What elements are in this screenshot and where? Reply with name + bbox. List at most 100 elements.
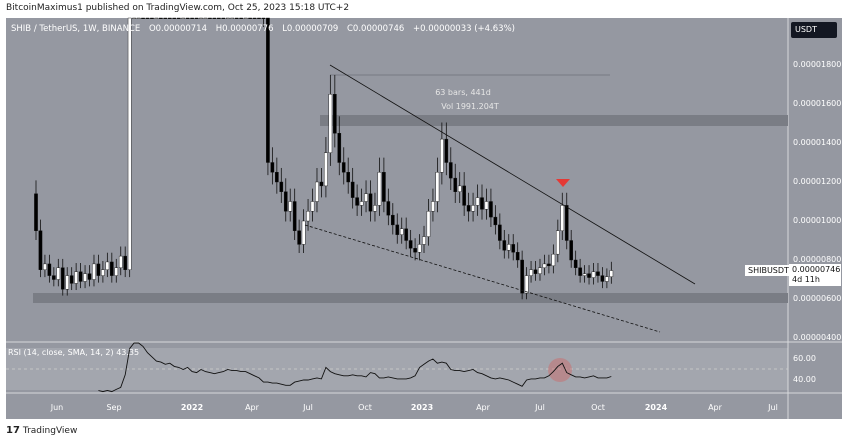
candle-up[interactable] <box>114 267 119 276</box>
candle-up[interactable] <box>310 201 315 212</box>
candle-down[interactable] <box>511 244 516 253</box>
candle-down[interactable] <box>395 224 400 235</box>
candle-down[interactable] <box>248 17 252 20</box>
candle-up[interactable] <box>74 271 78 284</box>
candle-up[interactable] <box>181 17 185 20</box>
candle-down[interactable] <box>333 94 337 134</box>
candle-down[interactable] <box>569 240 573 261</box>
candle-down[interactable] <box>159 17 163 20</box>
candle-down[interactable] <box>261 17 266 20</box>
candle-down[interactable] <box>145 17 150 20</box>
candle-down[interactable] <box>252 17 257 20</box>
candle-up[interactable] <box>43 263 47 270</box>
candle-up[interactable] <box>556 230 560 255</box>
candle-up[interactable] <box>377 172 382 206</box>
candle-down[interactable] <box>444 138 449 163</box>
candle-up[interactable] <box>475 197 480 206</box>
candle-down[interactable] <box>462 185 466 206</box>
candle-down[interactable] <box>596 271 600 276</box>
candle-up[interactable] <box>471 205 475 212</box>
candle-up[interactable] <box>127 17 132 270</box>
candle-down[interactable] <box>275 172 279 183</box>
candle-down[interactable] <box>141 17 145 20</box>
candle-up[interactable] <box>582 273 587 276</box>
candle-down[interactable] <box>208 17 212 20</box>
candle-down[interactable] <box>337 133 342 163</box>
candle-down[interactable] <box>346 172 351 183</box>
candle-down[interactable] <box>234 17 239 20</box>
candle-down[interactable] <box>382 172 386 202</box>
candle-up[interactable] <box>605 276 609 282</box>
candle-up[interactable] <box>306 211 310 222</box>
candle-up[interactable] <box>591 271 596 278</box>
candle-up[interactable] <box>315 181 319 202</box>
candle-down[interactable] <box>194 17 199 20</box>
candle-down[interactable] <box>69 275 74 284</box>
candle-up[interactable] <box>431 201 435 212</box>
candle-down[interactable] <box>502 240 507 251</box>
candle-down[interactable] <box>123 255 127 270</box>
candle-down[interactable] <box>319 181 324 187</box>
candle-down[interactable] <box>47 263 52 276</box>
candle-down[interactable] <box>578 267 582 276</box>
candle-up[interactable] <box>225 17 230 20</box>
candle-down[interactable] <box>515 251 520 261</box>
candle-up[interactable] <box>538 267 542 274</box>
candle-down[interactable] <box>564 205 569 241</box>
candle-down[interactable] <box>355 197 359 206</box>
candle-down[interactable] <box>266 17 270 163</box>
candle-down[interactable] <box>176 17 181 20</box>
candle-up[interactable] <box>328 94 333 153</box>
candle-down[interactable] <box>368 193 373 212</box>
candle-down[interactable] <box>221 17 226 20</box>
support-trendline[interactable] <box>304 224 661 333</box>
candle-down[interactable] <box>498 224 502 241</box>
candle-down[interactable] <box>493 216 498 226</box>
candle-down[interactable] <box>60 267 65 290</box>
candle-down[interactable] <box>480 197 484 210</box>
candle-up[interactable] <box>609 270 614 277</box>
descending-resistance-line[interactable] <box>329 64 696 285</box>
candle-up[interactable] <box>118 255 123 269</box>
candle-down[interactable] <box>212 17 217 20</box>
candle-down[interactable] <box>110 261 114 276</box>
candle-up[interactable] <box>92 263 96 280</box>
candle-down[interactable] <box>350 181 355 198</box>
candle-down[interactable] <box>341 162 346 173</box>
candle-down[interactable] <box>408 240 413 249</box>
candle-down[interactable] <box>185 17 190 20</box>
candle-down[interactable] <box>279 181 284 192</box>
candle-down[interactable] <box>520 259 524 294</box>
candle-down[interactable] <box>573 259 578 269</box>
candle-up[interactable] <box>56 267 61 280</box>
candle-up[interactable] <box>399 228 404 235</box>
candle-down[interactable] <box>163 17 168 20</box>
candle-up[interactable] <box>506 244 511 251</box>
candle-down[interactable] <box>600 275 605 282</box>
candle-down[interactable] <box>489 201 493 218</box>
candle-up[interactable] <box>154 17 159 20</box>
candle-down[interactable] <box>87 273 92 280</box>
candle-up[interactable] <box>364 193 368 202</box>
candle-up[interactable] <box>484 201 489 210</box>
candle-up[interactable] <box>132 17 136 20</box>
candle-down[interactable] <box>386 201 391 216</box>
candle-up[interactable] <box>301 220 306 245</box>
candle-down[interactable] <box>239 17 243 20</box>
candle-up[interactable] <box>230 17 235 20</box>
candle-up[interactable] <box>560 205 565 231</box>
candle-up[interactable] <box>542 263 547 268</box>
candle-up[interactable] <box>136 17 141 20</box>
candle-down[interactable] <box>292 201 297 231</box>
candle-down[interactable] <box>466 205 471 212</box>
candle-down[interactable] <box>391 214 395 226</box>
candle-up[interactable] <box>65 275 70 290</box>
candle-up[interactable] <box>529 269 533 276</box>
candle-down[interactable] <box>453 177 458 192</box>
candle-down[interactable] <box>257 17 261 20</box>
candle-down[interactable] <box>448 162 453 179</box>
candle-up[interactable] <box>101 269 105 276</box>
candle-down[interactable] <box>533 269 538 274</box>
candle-down[interactable] <box>190 17 194 20</box>
